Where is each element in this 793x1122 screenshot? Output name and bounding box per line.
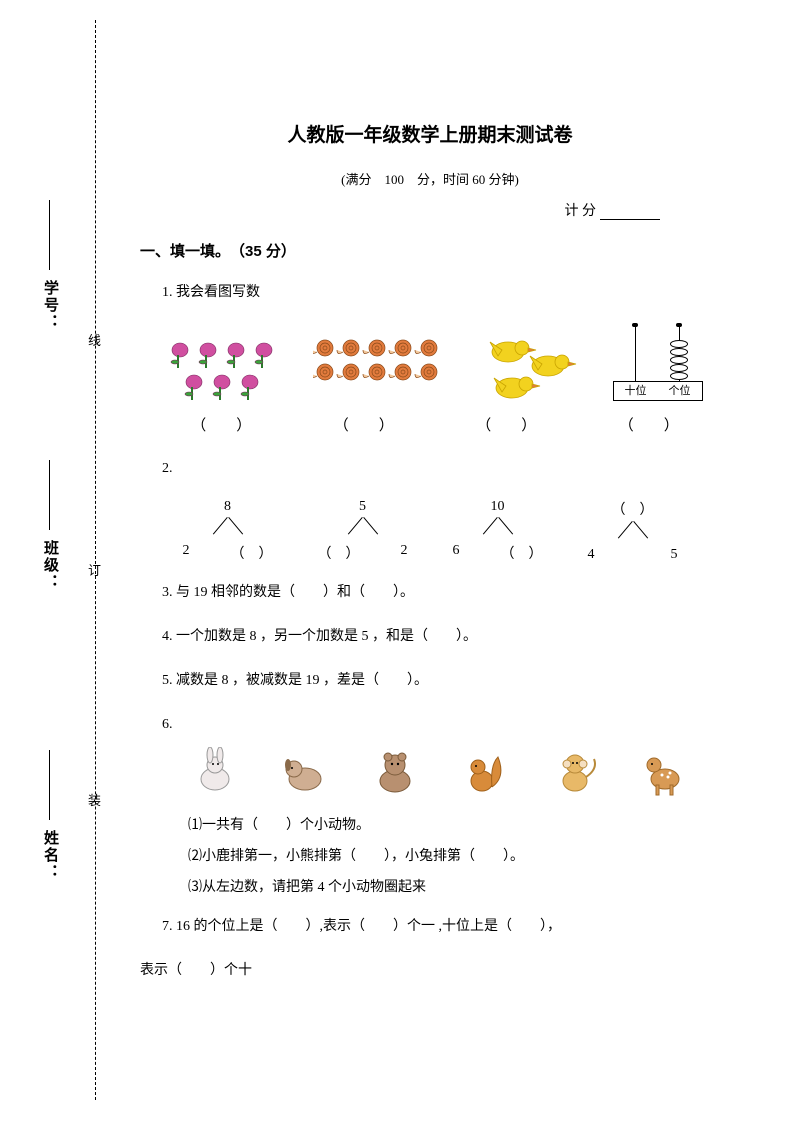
q3: 3. 与 19 相邻的数是（ ）和（ ）。 bbox=[162, 579, 720, 607]
bond-3-top: 10 bbox=[443, 499, 553, 515]
bond-4-left: 4 bbox=[588, 547, 595, 563]
bond-4-right: 5 bbox=[671, 547, 678, 563]
q4: 4. 一个加数是 8 ，另一个加数是 5 ，和是（ ）。 bbox=[162, 623, 720, 651]
q6-label: 6. bbox=[162, 711, 720, 739]
q6-animals bbox=[170, 745, 710, 799]
animal-bear bbox=[368, 747, 422, 797]
q6-sub3: ⑶从左边数，请把第 4 个小动物圈起来 bbox=[188, 873, 720, 904]
q1-img-snails bbox=[313, 336, 443, 406]
q1-img-birds bbox=[478, 336, 578, 406]
q6-sub1: ⑴一共有（ ）个小动物。 bbox=[188, 811, 720, 842]
margin-underline-3 bbox=[48, 750, 50, 820]
bond-3-left: 6 bbox=[453, 543, 460, 563]
content-area: 人教版一年级数学上册期末测试卷 (满分 100 分，时间 60 分钟) 计 分 … bbox=[140, 120, 720, 1001]
q1-img-flowers bbox=[168, 336, 278, 406]
q6-sub2: ⑵小鹿排第一，小熊排第（ ），小兔排第（ ）。 bbox=[188, 842, 720, 873]
q2-bonds: 8 2 （ ） 5 （ ） 2 10 6 （ ） （ ） 4 5 bbox=[160, 499, 700, 563]
binding-char-zhuang: 装 bbox=[88, 790, 101, 809]
q1-blank-1[interactable]: （ ） bbox=[191, 414, 251, 435]
score-line: 计 分 bbox=[140, 200, 720, 220]
q1-blank-3[interactable]: （ ） bbox=[476, 414, 536, 435]
q1-blank-4[interactable]: （ ） bbox=[619, 414, 679, 435]
score-blank[interactable] bbox=[600, 219, 660, 220]
bond-1: 8 2 （ ） bbox=[173, 499, 283, 563]
q1-answer-row: （ ） （ ） （ ） （ ） bbox=[150, 414, 720, 435]
animal-rabbit bbox=[188, 747, 242, 797]
bond-2-top: 5 bbox=[308, 499, 418, 515]
bond-2-right: 2 bbox=[401, 543, 408, 563]
bond-3: 10 6 （ ） bbox=[443, 499, 553, 563]
margin-label-student-id: 学号： bbox=[40, 280, 61, 331]
margin-label-class: 班级： bbox=[40, 540, 61, 591]
bond-2-left[interactable]: （ ） bbox=[318, 543, 360, 563]
binding-margin: 学号： 班级： 姓名： 线 订 装 bbox=[0, 0, 120, 1122]
exam-title: 人教版一年级数学上册期末测试卷 bbox=[140, 120, 720, 147]
animal-deer bbox=[638, 745, 692, 799]
section-1-heading: 一、填一填。 （35 分） bbox=[140, 240, 720, 261]
animal-monkey bbox=[548, 747, 602, 797]
animal-squirrel bbox=[458, 747, 512, 797]
animal-dog bbox=[278, 747, 332, 797]
bond-3-right[interactable]: （ ） bbox=[501, 543, 543, 563]
score-label: 计 分 bbox=[565, 204, 597, 219]
q7b: 表示（ ）个十 bbox=[140, 957, 720, 985]
bond-1-right[interactable]: （ ） bbox=[231, 543, 273, 563]
q1-image-row: 十位 个位 bbox=[150, 323, 720, 406]
q1-label: 1. 我会看图写数 bbox=[162, 279, 720, 307]
binding-char-ding: 订 bbox=[88, 560, 101, 579]
bond-4-top[interactable]: （ ） bbox=[578, 499, 688, 519]
abacus-tens-label: 十位 bbox=[614, 382, 658, 400]
bond-4: （ ） 4 5 bbox=[578, 499, 688, 563]
exam-subtitle: (满分 100 分，时间 60 分钟) bbox=[140, 169, 720, 188]
margin-label-name: 姓名： bbox=[40, 830, 61, 881]
margin-underline-2 bbox=[48, 460, 50, 530]
binding-char-xian: 线 bbox=[88, 330, 101, 349]
q5: 5. 减数是 8 ，被减数是 19 ，差是（ ）。 bbox=[162, 667, 720, 695]
bond-1-top: 8 bbox=[173, 499, 283, 515]
abacus-ones-label: 个位 bbox=[658, 382, 702, 400]
q1-blank-2[interactable]: （ ） bbox=[334, 414, 394, 435]
bond-2: 5 （ ） 2 bbox=[308, 499, 418, 563]
bond-1-left: 2 bbox=[183, 543, 190, 563]
q7: 7. 16 的个位上是（ ）,表示（ ）个一 ,十位上是（ ）， bbox=[162, 913, 720, 941]
q2-label: 2. bbox=[162, 455, 720, 483]
margin-underline-1 bbox=[48, 200, 50, 270]
q1-img-abacus: 十位 个位 bbox=[613, 323, 703, 406]
